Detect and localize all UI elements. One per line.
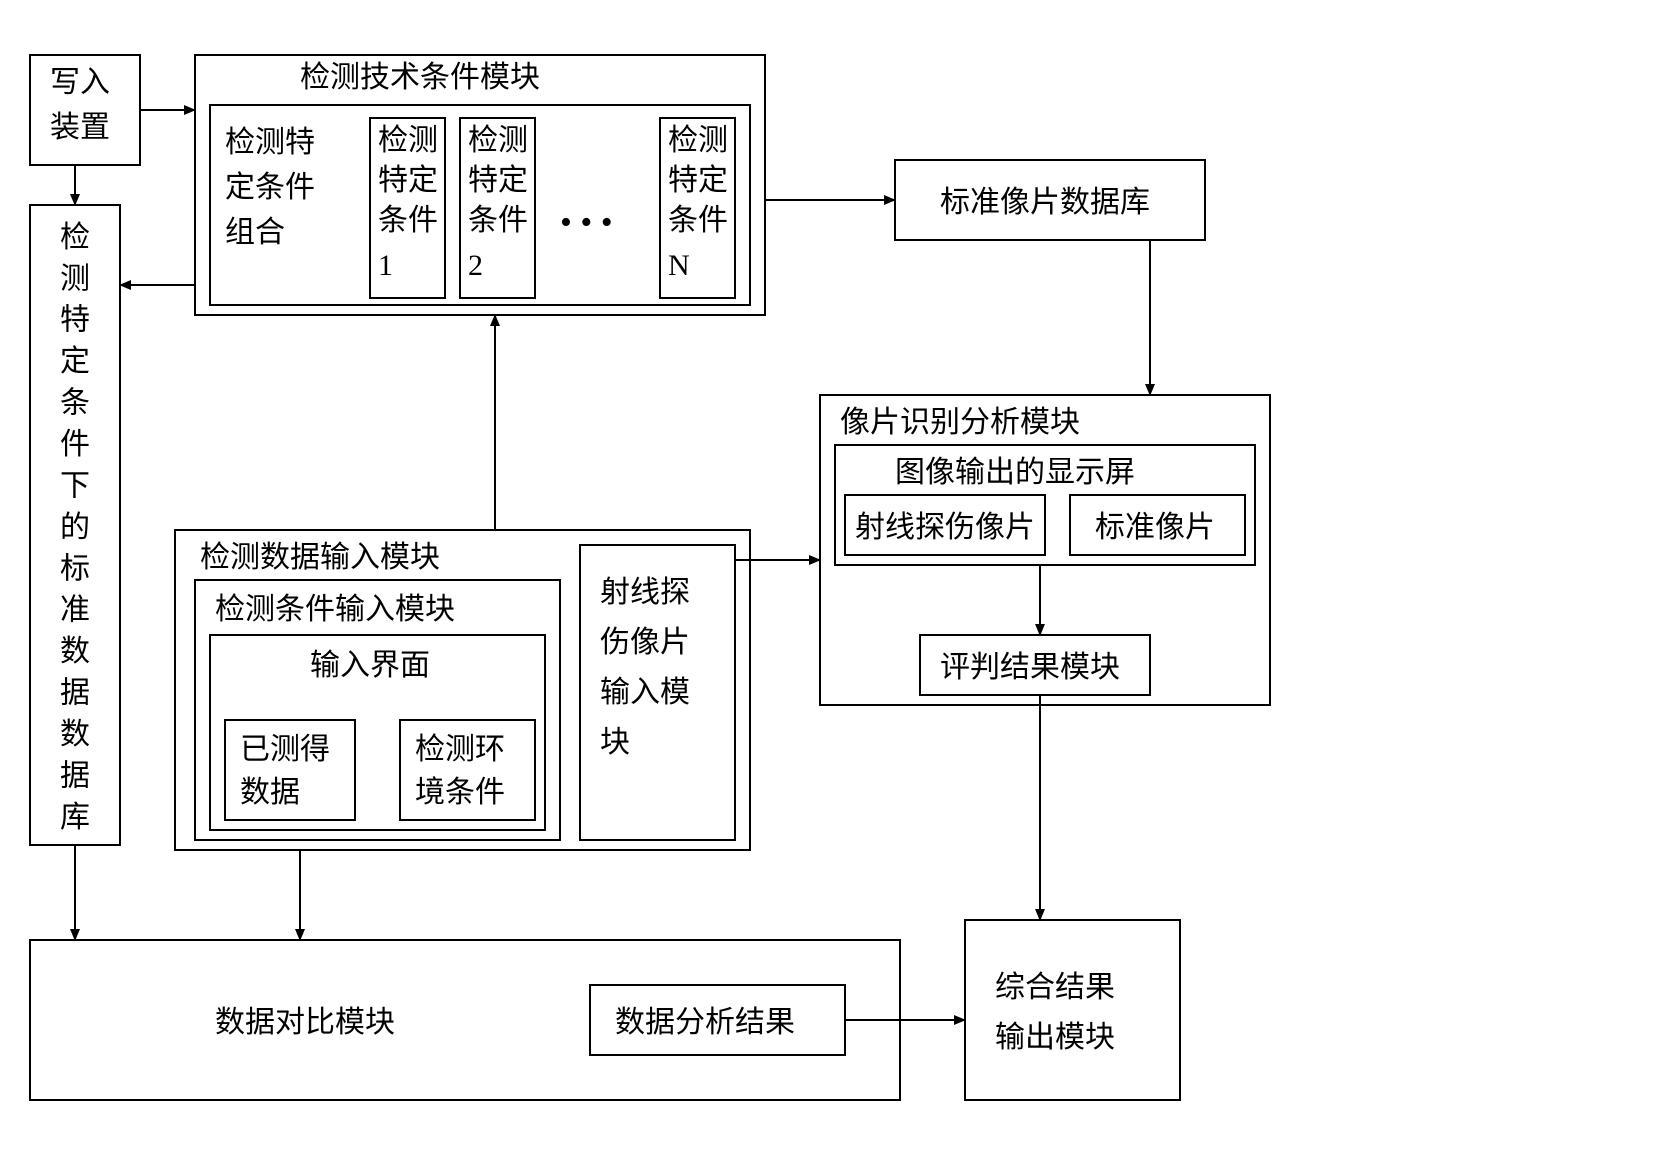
label-xray-input-3: 输入模 — [600, 676, 690, 709]
svg-text:检: 检 — [60, 221, 90, 254]
svg-text:条: 条 — [60, 387, 90, 420]
label-judge-result: 评判结果模块 — [940, 651, 1120, 684]
label-xray-input-2: 伤像片 — [600, 626, 690, 659]
label-tech-item2-4: 2 — [468, 249, 483, 282]
flowchart-canvas: 写入 装置 检测特定条件下的标准数据数据库 检测技术条件模块 检测特 定条件 组… — [0, 0, 1654, 1165]
svg-text:数: 数 — [60, 718, 90, 751]
label-measured-data-1: 已测得 — [240, 733, 330, 766]
label-tech-group-1: 检测特 — [225, 126, 315, 159]
label-tech-itemN-4: N — [668, 249, 690, 282]
label-analysis-result: 数据分析结果 — [615, 1006, 795, 1039]
svg-text:库: 库 — [60, 801, 90, 834]
label-tech-dots: • • • — [560, 204, 613, 241]
label-compare: 数据对比模块 — [215, 1006, 395, 1039]
label-measured-data-2: 数据 — [240, 776, 300, 809]
label-std-photo-db: 标准像片数据库 — [940, 186, 1150, 219]
svg-text:定: 定 — [60, 345, 90, 378]
label-output-module-2: 输出模块 — [995, 1021, 1115, 1054]
label-env-cond-2: 境条件 — [415, 776, 505, 809]
label-tech-module: 检测技术条件模块 — [300, 61, 540, 94]
label-write-device-2: 装置 — [50, 111, 110, 144]
label-display-screen: 图像输出的显示屏 — [895, 456, 1135, 489]
label-tech-itemN-3: 条件 — [668, 204, 728, 237]
label-tech-item1-4: 1 — [378, 249, 393, 282]
svg-text:据: 据 — [60, 759, 90, 792]
label-tech-item2-3: 条件 — [468, 204, 528, 237]
label-tech-item2-1: 检测 — [468, 124, 528, 157]
label-input-module: 检测数据输入模块 — [200, 541, 440, 574]
svg-text:测: 测 — [60, 262, 90, 295]
node-output-module — [965, 920, 1180, 1100]
svg-text:准: 准 — [60, 594, 90, 627]
svg-text:下: 下 — [60, 469, 90, 502]
svg-text:标: 标 — [60, 552, 90, 585]
label-input-interface: 输入界面 — [310, 649, 430, 682]
label-std-photo: 标准像片 — [1095, 511, 1215, 544]
label-tech-group-3: 组合 — [225, 216, 285, 249]
label-cond-input-module: 检测条件输入模块 — [215, 593, 455, 626]
svg-text:件: 件 — [60, 428, 90, 461]
svg-text:特: 特 — [60, 304, 90, 337]
label-tech-itemN-2: 特定 — [668, 164, 728, 197]
label-xray-input-4: 块 — [600, 726, 630, 759]
label-write-device-1: 写入 — [50, 66, 110, 99]
label-xray-photo: 射线探伤像片 — [855, 511, 1035, 544]
svg-text:数: 数 — [60, 635, 90, 668]
label-tech-group-2: 定条件 — [225, 171, 315, 204]
label-tech-item1-3: 条件 — [378, 204, 438, 237]
label-tech-itemN-1: 检测 — [668, 124, 728, 157]
label-xray-input-1: 射线探 — [600, 576, 690, 609]
label-env-cond-1: 检测环 — [415, 733, 505, 766]
label-tech-item1-2: 特定 — [378, 164, 438, 197]
svg-text:的: 的 — [60, 511, 90, 544]
label-photo-analysis: 像片识别分析模块 — [840, 406, 1080, 439]
label-tech-item1-1: 检测 — [378, 124, 438, 157]
svg-text:据: 据 — [60, 677, 90, 710]
label-output-module-1: 综合结果 — [995, 971, 1115, 1004]
label-std-db: 检测特定条件下的标准数据数据库 — [60, 221, 90, 834]
label-tech-item2-2: 特定 — [468, 164, 528, 197]
